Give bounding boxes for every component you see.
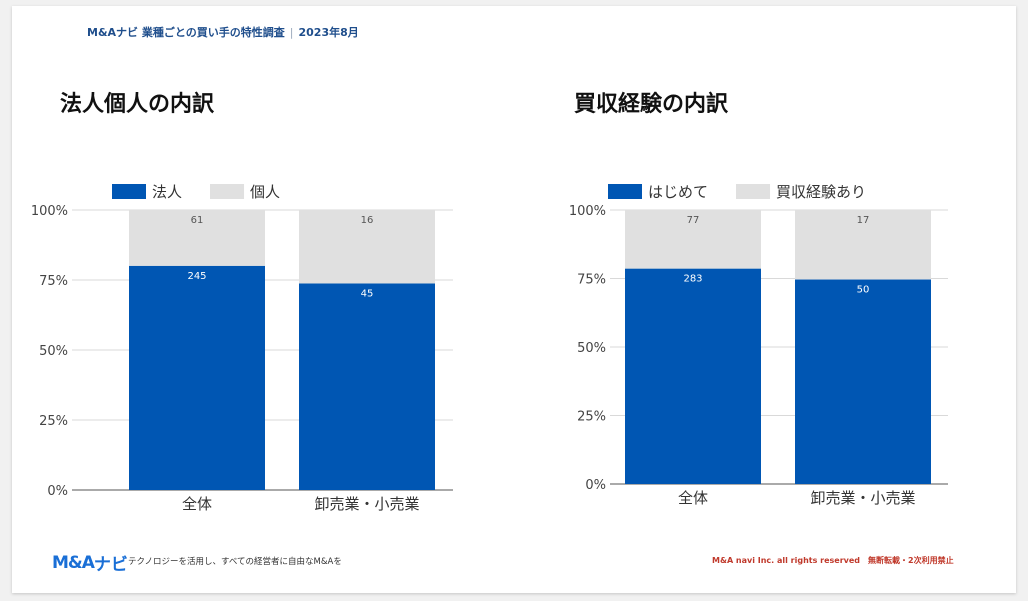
footer-tagline: テクノロジーを活用し、すべての経営者に自由なM&Aを xyxy=(128,557,342,567)
header-separator: | xyxy=(289,26,294,39)
right-chart-title: 買収経験の内訳 xyxy=(574,92,729,117)
bar-segment xyxy=(795,210,931,280)
y-tick-label: 100% xyxy=(569,204,606,219)
slide: M&Aナビ 業種ごとの買い手の特性調査 | 2023年8月 法人個人の内訳 買収経験… xyxy=(12,6,1016,593)
y-tick-label: 0% xyxy=(47,484,68,499)
footer-copyright: M&A navi Inc. all rights reserved 無断転載・2… xyxy=(712,556,954,565)
bar-segment xyxy=(625,268,761,484)
bar-segment xyxy=(625,210,761,269)
legend-label: 法人 xyxy=(152,183,182,201)
data-label: 77 xyxy=(687,215,700,226)
legend-label: 買収経験あり xyxy=(776,183,866,201)
category-label: 全体 xyxy=(678,489,708,507)
data-label: 50 xyxy=(857,285,870,296)
category-label: 卸売業・小売業 xyxy=(810,489,915,507)
right-stacked-bar-chart: 0% 25% 50% 75% 100% 283 77 全体 50 17 卸売業・小売業 はじめて 買収経… xyxy=(569,183,948,507)
bar-segment xyxy=(299,283,435,490)
category-label: 全体 xyxy=(182,495,212,513)
y-tick-label: 25% xyxy=(577,410,606,425)
bar-segment xyxy=(129,265,265,490)
bar-segment xyxy=(129,210,265,266)
data-label: 61 xyxy=(191,215,204,226)
legend-swatch xyxy=(608,184,642,199)
left-stacked-bar-chart: 0% 25% 50% 75% 100% 245 61 全体 45 16 卸売業・小売業 法人 個人 xyxy=(31,183,453,513)
footer-logo: M&A ナビ xyxy=(52,550,128,576)
legend-label: 個人 xyxy=(250,183,280,201)
logo-ma-text: M&A xyxy=(52,552,95,573)
category-label: 卸売業・小売業 xyxy=(314,495,419,513)
report-brand: M&Aナビ 業種ごとの買い手の特性調査 xyxy=(87,26,285,39)
y-tick-label: 25% xyxy=(39,414,68,429)
y-tick-label: 75% xyxy=(577,273,606,288)
bar-segment xyxy=(795,279,931,484)
bar-segment xyxy=(299,210,435,284)
data-label: 45 xyxy=(361,288,374,299)
data-label: 245 xyxy=(187,271,206,282)
data-label: 283 xyxy=(683,274,702,285)
data-label: 16 xyxy=(361,215,374,226)
legend-swatch xyxy=(210,184,245,199)
y-tick-label: 75% xyxy=(39,274,68,289)
y-tick-label: 50% xyxy=(39,344,68,359)
report-header: M&Aナビ 業種ごとの買い手の特性調査 | 2023年8月 xyxy=(87,24,359,40)
y-tick-label: 100% xyxy=(31,204,68,219)
legend-label: はじめて xyxy=(648,183,708,201)
left-chart-title: 法人個人の内訳 xyxy=(60,92,215,117)
y-tick-label: 50% xyxy=(577,341,606,356)
report-date: 2023年8月 xyxy=(298,26,359,39)
logo-navi-text: ナビ xyxy=(93,555,128,575)
legend-swatch xyxy=(112,184,146,199)
data-label: 17 xyxy=(857,215,870,226)
y-tick-label: 0% xyxy=(585,478,606,493)
legend-swatch xyxy=(736,184,771,199)
